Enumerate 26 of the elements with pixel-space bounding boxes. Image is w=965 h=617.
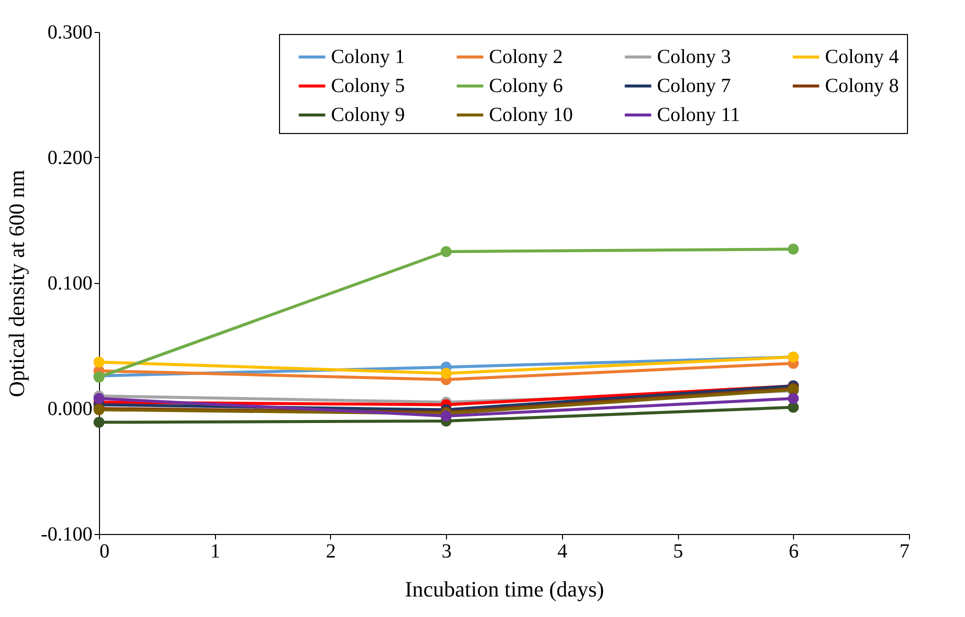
x-tick-label: 7: [900, 540, 910, 562]
legend-label: Colony 4: [825, 46, 899, 68]
y-tick-label: 0.200: [48, 147, 92, 169]
legend-label: Colony 8: [825, 75, 899, 97]
legend-label: Colony 1: [331, 46, 405, 68]
y-tick-label: -0.100: [40, 524, 92, 546]
y-axis-title: Optical density at 600 nm: [4, 170, 29, 398]
legend-label: Colony 11: [657, 104, 740, 126]
x-tick-label: 4: [557, 540, 568, 562]
x-tick-label: 1: [210, 540, 220, 562]
x-tick-label: 3: [442, 540, 452, 562]
x-tick-label: 2: [326, 540, 336, 562]
x-tick-label: 5: [673, 540, 684, 562]
legend-label: Colony 7: [657, 75, 731, 97]
legend-label: Colony 10: [489, 104, 573, 126]
y-tick-label: 0.300: [48, 22, 92, 44]
legend-label: Colony 3: [657, 46, 731, 68]
x-tick-label: 0: [100, 540, 110, 562]
x-tick-label: 6: [788, 540, 799, 562]
y-tick-label: 0.000: [48, 398, 92, 420]
legend-label: Colony 5: [331, 75, 405, 97]
legend-label: Colony 9: [331, 104, 405, 126]
legend-label: Colony 6: [489, 75, 563, 97]
legend-label: Colony 2: [489, 46, 563, 68]
x-axis-title: Incubation time (days): [404, 576, 604, 602]
y-tick-label: 0.100: [48, 272, 92, 294]
